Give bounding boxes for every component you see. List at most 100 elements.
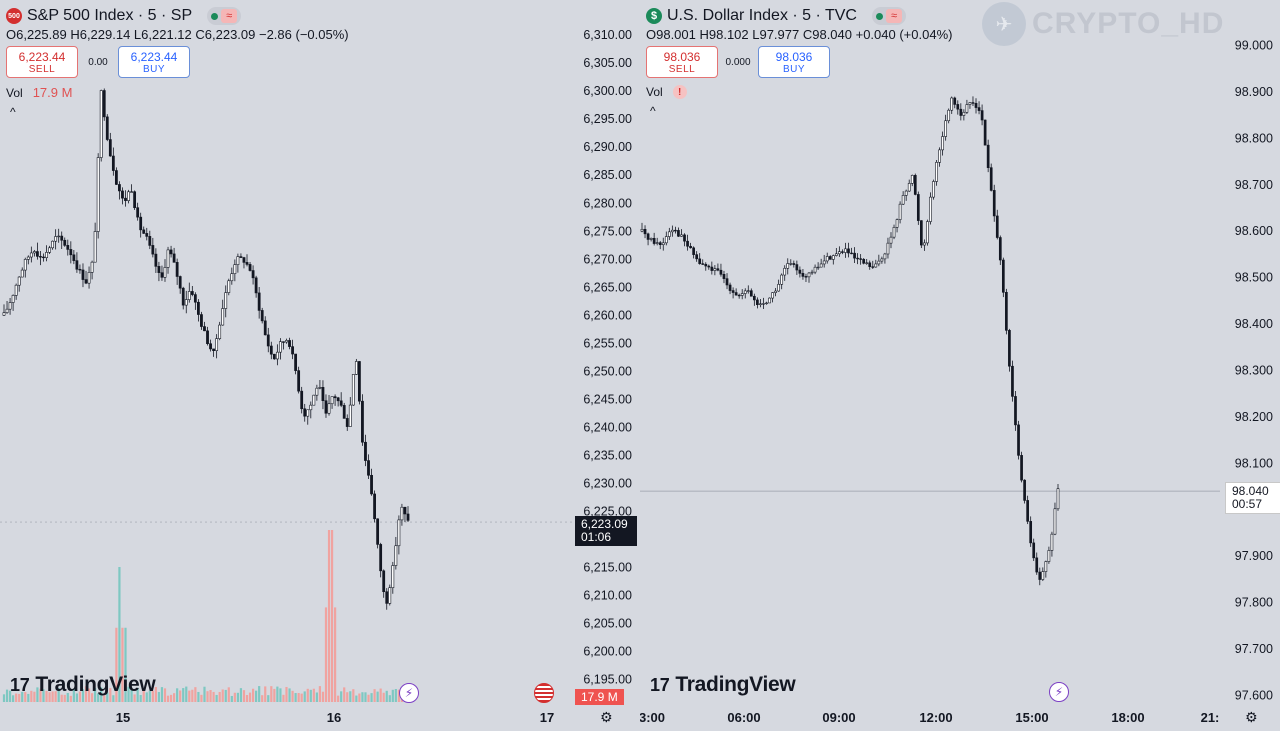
candle-body: [1035, 557, 1039, 573]
volume-bar: [173, 693, 176, 702]
candle-body: [655, 242, 659, 244]
candle-body: [200, 314, 203, 327]
chart-pane-sp500[interactable]: 6,310.00 6,305.00 6,300.00 6,295.00 6,290.00…: [0, 0, 640, 731]
lightning-icon[interactable]: ⚡: [399, 683, 419, 703]
sp500-last-price-tag: 6,223.09 01:06: [575, 516, 637, 546]
y-tick-label: 6,240.00: [583, 420, 632, 434]
candle-body: [950, 97, 954, 111]
tradingview-logo: 17 TradingView: [650, 673, 796, 697]
volume-bar: [251, 688, 255, 702]
candle-body: [388, 587, 392, 604]
candle-body: [998, 237, 1002, 261]
volume-bar: [203, 686, 206, 702]
volume-bar: [197, 691, 200, 702]
candle-body: [279, 341, 282, 353]
candle-body: [333, 396, 337, 399]
sp500-title[interactable]: S&P 500 Index · 5 · SP: [27, 7, 193, 24]
volume-bar: [288, 688, 291, 702]
sp500-chart[interactable]: 6,310.00 6,305.00 6,300.00 6,295.00 6,290.00…: [0, 0, 640, 731]
volume-bar: [391, 689, 394, 702]
market-status-pill[interactable]: ≈: [871, 7, 906, 25]
volume-bar: [379, 688, 382, 702]
candle-body: [792, 263, 796, 265]
dxy-chart[interactable]: 99.000 98.900 98.800 98.700 98.600 98.500 98.4…: [640, 0, 1280, 731]
candle-body: [60, 235, 64, 241]
candle-body: [403, 506, 407, 515]
collapse-legend-chevron-icon[interactable]: ^: [650, 104, 656, 118]
volume-bar: [48, 692, 51, 702]
us-flag-icon[interactable]: [534, 683, 554, 703]
settings-gear-icon[interactable]: ⚙: [600, 709, 613, 725]
volume-bar: [370, 693, 373, 702]
volume-bar: [315, 692, 318, 702]
buy-price: 98.036: [775, 49, 813, 64]
dxy-sell-button[interactable]: 98.036 SELL: [646, 46, 718, 78]
y-tick-label: 98.400: [1235, 317, 1273, 331]
volume-bar: [337, 695, 340, 702]
candle-body: [1001, 259, 1005, 293]
candle-body: [184, 299, 188, 306]
candle-body: [868, 262, 872, 267]
volume-bar: [291, 690, 294, 702]
volume-bar: [200, 694, 203, 702]
candle-body: [400, 506, 404, 521]
candle-body: [84, 279, 88, 284]
candle-body: [1050, 533, 1054, 551]
candle-body: [828, 256, 832, 260]
candle-body: [236, 256, 240, 265]
candle-body: [762, 303, 765, 305]
candle-body: [385, 591, 389, 604]
volume-bar: [191, 689, 194, 702]
sp500-legend: 500 S&P 500 Index · 5 · SP ≈ O6,225.89 H…: [6, 6, 349, 119]
candle-body: [75, 260, 79, 270]
y-tick-label: 6,305.00: [583, 56, 632, 70]
volume-bar: [397, 689, 400, 702]
candle-body: [674, 229, 677, 232]
volume-bar: [133, 694, 136, 702]
candle-body: [683, 234, 686, 242]
candle-body: [686, 240, 689, 247]
candle-body: [102, 90, 106, 118]
candle-body: [780, 274, 784, 285]
chart-pane-dxy[interactable]: 99.000 98.900 98.800 98.700 98.600 98.500 98.4…: [640, 0, 1280, 731]
volume-label[interactable]: Vol: [646, 85, 663, 99]
sp500-symbol-icon: 500: [6, 8, 22, 24]
candle-body: [962, 111, 966, 116]
x-tick-label: 18:00: [1111, 710, 1144, 725]
volume-bar: [45, 690, 48, 702]
candle-body: [224, 292, 228, 309]
candle-body: [1053, 508, 1057, 535]
volume-bar: [194, 687, 197, 702]
volume-bar: [324, 607, 328, 702]
volume-bar: [5, 689, 9, 702]
sp500-buy-button[interactable]: 6,223.44 BUY: [118, 46, 190, 78]
telegram-icon: ✈: [982, 2, 1026, 46]
candle-body: [947, 109, 951, 122]
candle-body: [288, 340, 291, 347]
volume-bar: [267, 695, 270, 702]
candle-body: [342, 405, 346, 419]
y-tick-label: 6,285.00: [583, 168, 632, 182]
volume-bar: [51, 691, 54, 702]
candle-body: [716, 268, 720, 271]
volume-label[interactable]: Vol: [6, 85, 23, 100]
warning-icon[interactable]: !: [672, 85, 687, 99]
dxy-title[interactable]: U.S. Dollar Index · 5 · TVC: [667, 7, 857, 24]
lightning-icon[interactable]: ⚡: [1049, 682, 1069, 702]
bar-countdown: 01:06: [581, 530, 612, 544]
market-status-pill[interactable]: ≈: [207, 7, 242, 25]
candle-body: [248, 264, 252, 271]
candle-body: [1017, 424, 1020, 456]
settings-gear-icon[interactable]: ⚙: [1245, 709, 1258, 725]
sp500-sell-button[interactable]: 6,223.44 SELL: [6, 46, 78, 78]
x-tick-label: 15: [116, 710, 130, 725]
volume-bar: [233, 692, 236, 702]
candle-body: [96, 157, 100, 232]
volume-bar: [87, 688, 91, 702]
candle-body: [938, 149, 941, 163]
volume-bar: [346, 692, 349, 702]
y-tick-label: 98.800: [1235, 131, 1273, 145]
dxy-buy-button[interactable]: 98.036 BUY: [758, 46, 830, 78]
volume-bar: [230, 695, 233, 702]
collapse-legend-chevron-icon[interactable]: ^: [10, 105, 16, 119]
